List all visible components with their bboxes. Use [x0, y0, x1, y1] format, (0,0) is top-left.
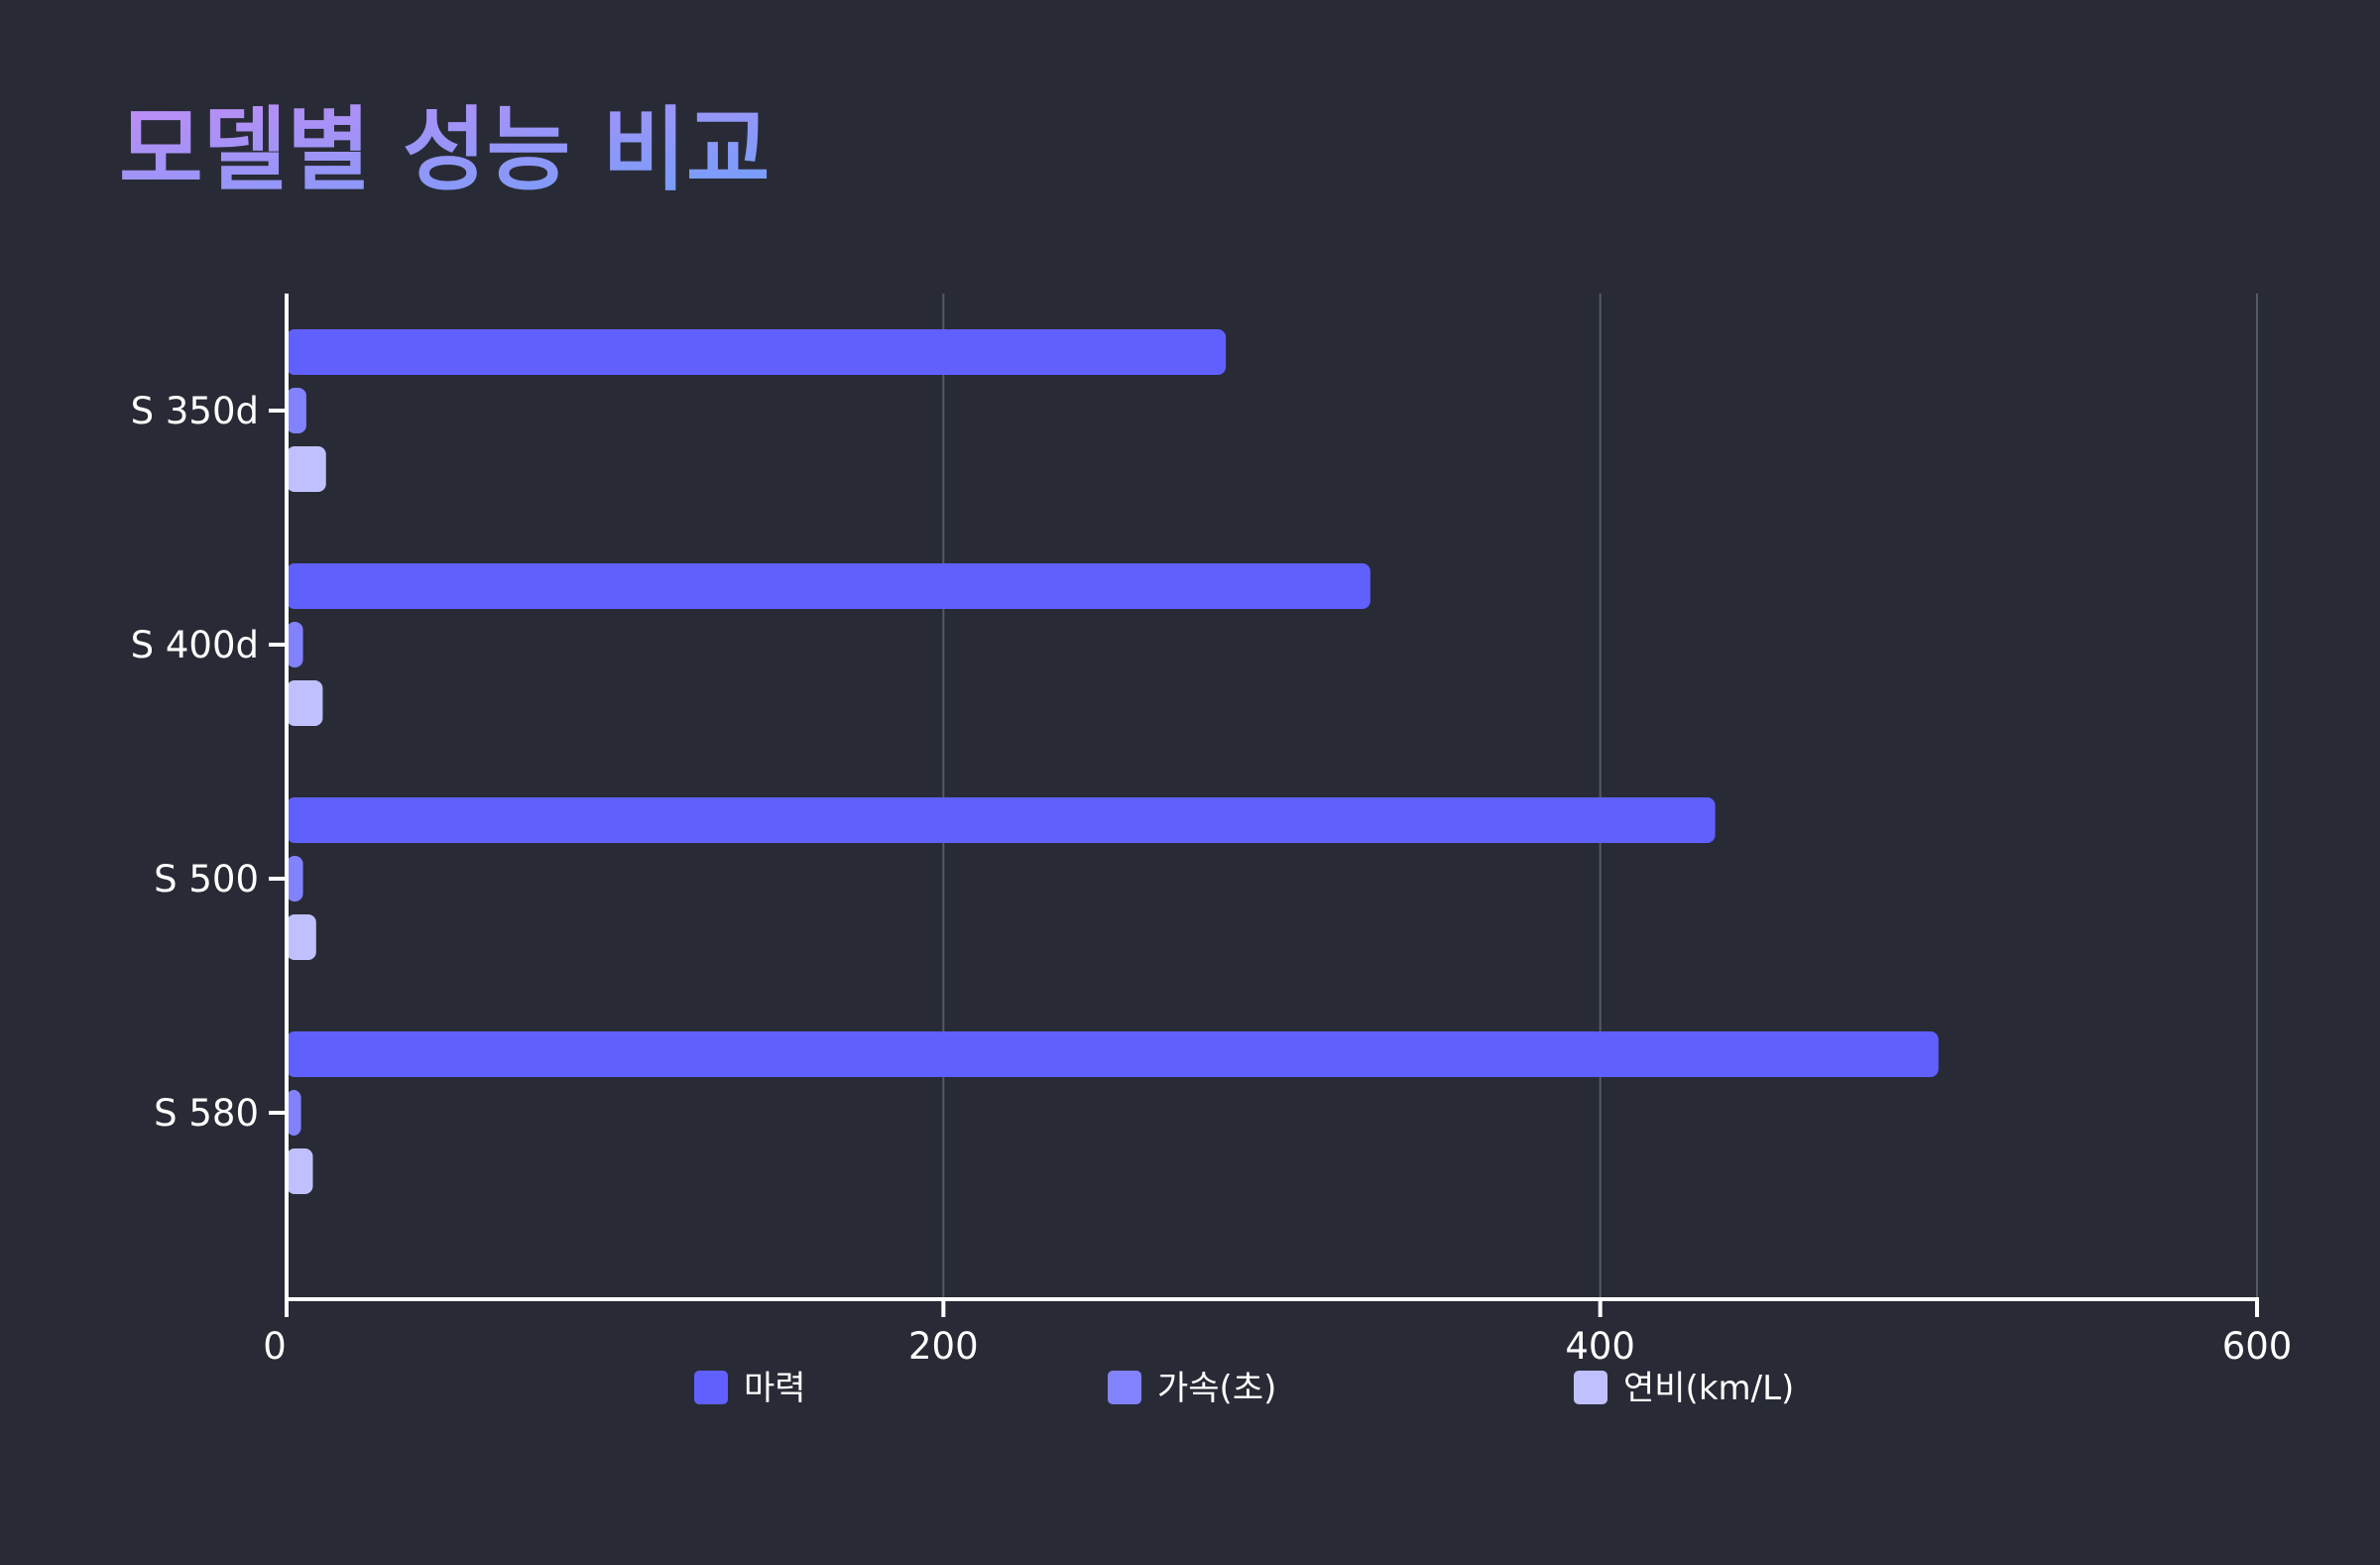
legend-label: 연비(km/L)	[1623, 1369, 1794, 1408]
bars	[287, 329, 1939, 1194]
legend: 마력 가속(초) 연비(km/L)	[694, 1369, 1794, 1408]
bar	[287, 914, 316, 960]
bar	[287, 329, 1227, 375]
bar	[287, 622, 303, 667]
bar	[287, 563, 1370, 609]
bar	[287, 1031, 1939, 1077]
bar	[287, 1148, 313, 1194]
x-tick-label: 200	[908, 1325, 979, 1368]
bar	[287, 388, 306, 433]
x-tick-label: 400	[1565, 1325, 1635, 1368]
legend-swatch	[1574, 1371, 1607, 1404]
y-tick-label: S 350d	[131, 390, 259, 432]
bar	[287, 1090, 301, 1136]
axes	[285, 294, 2259, 1301]
legend-swatch	[1108, 1371, 1141, 1404]
legend-label: 마력	[744, 1369, 806, 1408]
bar	[287, 856, 303, 902]
y-tick-label: S 400d	[131, 624, 259, 666]
x-tick-label: 600	[2222, 1325, 2293, 1368]
grid-lines	[942, 294, 2258, 1299]
legend-label: 가속(초)	[1157, 1369, 1276, 1408]
bar	[287, 446, 326, 492]
y-axis-ticks: S 350d S 400d S 500 S 580	[131, 390, 287, 1135]
chart-title: 모델별 성능 비교	[119, 97, 771, 203]
y-tick-label: S 580	[154, 1092, 259, 1135]
x-axis-ticks: 0 200 400 600	[263, 1299, 2292, 1368]
bar	[287, 680, 323, 726]
legend-swatch	[694, 1371, 728, 1404]
x-tick-label: 0	[263, 1325, 287, 1368]
y-tick-label: S 500	[154, 858, 259, 901]
bar	[287, 797, 1716, 843]
